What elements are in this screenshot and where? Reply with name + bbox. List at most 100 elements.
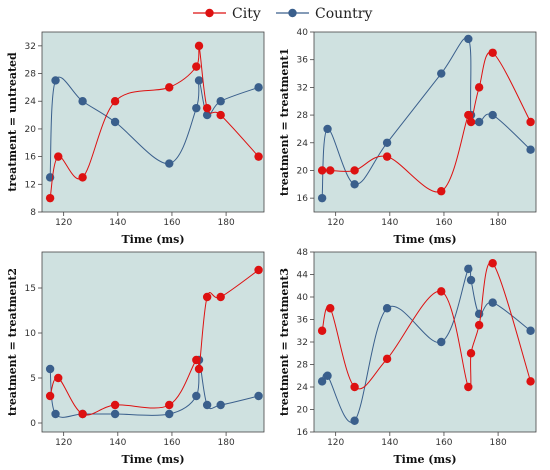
data-point-country [51,76,60,85]
data-point-city [202,292,212,302]
y-tick-label: 15 [25,284,36,294]
data-point-city [110,97,120,106]
y-tick-label: 5 [30,374,36,384]
x-tick-label: 160 [435,218,452,228]
x-tick-label: 120 [327,218,344,228]
y-tick-label: 44 [297,271,309,281]
data-point-country [110,117,120,127]
y-tick-label: 28 [25,70,37,80]
y-tick-label: 20 [297,406,309,416]
y-tick-label: 12 [25,180,36,190]
data-point-country [474,117,484,127]
plot-area [313,31,537,213]
data-point-city [202,103,212,113]
y-tick-label: 20 [25,125,37,135]
panel-treatment2: 120 140 160 180 0 5 10 15 Time (ms) treatment = t… [6,251,265,466]
data-point-country [488,110,497,120]
data-point-city [474,83,484,92]
data-point-country [437,69,446,78]
data-point-country [350,416,359,425]
data-point-city [192,355,201,365]
x-axis-title: Time (ms) [121,233,184,246]
data-point-country [464,264,473,274]
y-tick-label: 20 [297,166,309,176]
series-line-city [49,269,259,416]
data-point-city [194,364,204,374]
data-point-country [165,159,174,168]
data-point-city [382,152,392,161]
y-tick-label: 36 [297,316,309,326]
y-axis-title: treatment = treatment2 [6,268,19,416]
legend-marker-city [205,8,214,18]
legend-marker-country [288,8,297,18]
series-line-country [49,359,259,418]
data-point-city [45,391,55,401]
data-point-country [350,180,359,189]
x-tick-label: 160 [163,438,180,448]
y-axis-title: treatment = treatment1 [278,48,291,196]
y-tick-label: 24 [297,139,309,149]
data-point-country [466,275,476,285]
data-point-city [466,349,476,358]
legend: City Country [193,6,372,22]
data-point-city [464,110,473,120]
x-tick-label: 120 [55,438,72,448]
x-tick-label: 180 [218,218,235,228]
series-line-country [321,37,531,199]
data-point-country [474,309,484,319]
data-point-city [437,187,446,196]
y-tick-label: 40 [297,293,309,303]
y-tick-label: 24 [297,383,309,393]
y-tick-label: 32 [25,42,36,52]
data-point-country [51,409,60,419]
data-point-city [474,320,484,330]
data-point-city [350,166,359,175]
x-tick-label: 160 [435,438,452,448]
panel-untreated: 120 140 160 180 8 12 16 20 24 28 32 Time (ms) treatm… [6,31,265,246]
plot-area [313,251,537,433]
data-point-city [165,400,174,410]
panel-treatment1: 120 140 160 180 16 20 24 28 32 36 40 Time (ms) treat… [278,28,537,246]
data-point-city [317,326,327,335]
data-point-country [216,400,225,410]
y-tick-label: 16 [297,194,309,204]
data-point-country [488,298,497,307]
y-tick-label: 32 [297,338,308,348]
y-tick-label: 40 [297,28,309,38]
data-point-city [216,110,225,120]
data-point-country [464,34,473,44]
data-point-country [526,326,535,335]
data-point-country [437,337,446,347]
data-point-city [466,117,476,127]
x-tick-label: 180 [490,438,507,448]
data-point-city [192,62,201,71]
y-tick-label: 16 [25,153,37,163]
data-point-country [78,97,87,106]
data-point-country [254,391,263,401]
x-axis-title: Time (ms) [393,233,456,246]
data-point-city [526,117,535,127]
y-axis-title: treatment = untreated [6,52,19,192]
y-tick-label: 32 [297,83,308,93]
data-point-country [323,124,332,134]
data-point-city [488,48,497,57]
data-point-country [192,103,201,113]
data-point-city [382,354,392,364]
data-point-city [254,152,263,161]
x-tick-label: 180 [490,218,507,228]
plot-area [41,31,265,213]
x-tick-label: 140 [381,438,398,448]
y-tick-label: 0 [30,419,36,429]
legend-item-city: City [193,6,261,22]
plot-area [41,251,265,433]
data-point-country [192,391,201,401]
legend-label-country: Country [315,6,372,22]
data-point-city [437,287,446,296]
data-point-city [165,83,174,92]
data-point-city [317,166,327,175]
data-point-country [165,409,174,419]
data-point-city [78,409,87,419]
panel-treatment3: 120 140 160 180 16 20 24 28 32 36 40 44 48 Time (ms) t… [278,248,537,466]
data-point-country [382,138,392,147]
